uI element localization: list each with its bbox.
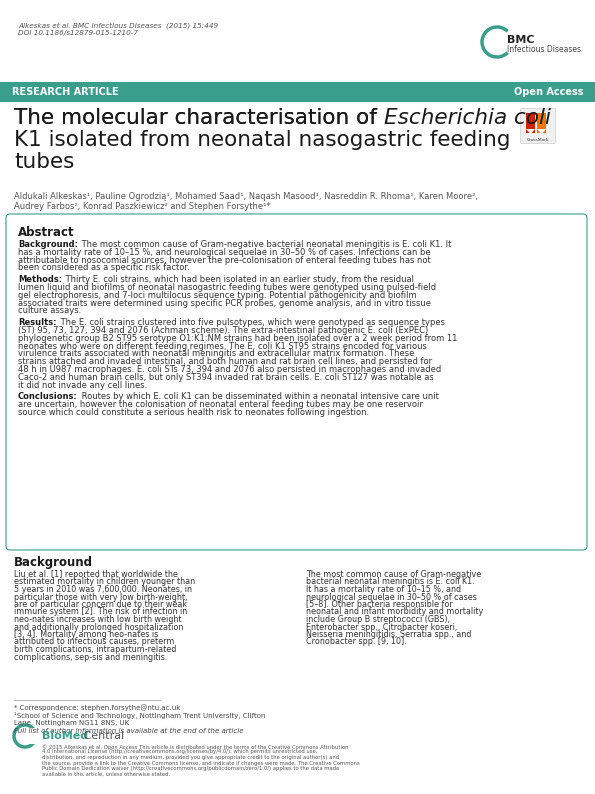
Text: neonatal and infant morbidity and mortality: neonatal and infant morbidity and mortal… bbox=[306, 607, 483, 616]
FancyBboxPatch shape bbox=[30, 728, 40, 744]
Text: The molecular characterisation of: The molecular characterisation of bbox=[14, 108, 384, 128]
FancyBboxPatch shape bbox=[0, 82, 595, 102]
Text: It has a mortality rate of 10–15 %, and: It has a mortality rate of 10–15 %, and bbox=[306, 585, 461, 594]
Text: strains attached and invaded intestinal, and both human and rat brain cell lines: strains attached and invaded intestinal,… bbox=[18, 357, 432, 366]
Text: Routes by which E. coli K1 can be disseminated within a neonatal intensive care : Routes by which E. coli K1 can be dissem… bbox=[79, 392, 439, 402]
Text: birth complications, intrapartum-related: birth complications, intrapartum-related bbox=[14, 645, 176, 654]
Text: lumen liquid and biofilms of neonatal nasogastric feeding tubes were genotyped u: lumen liquid and biofilms of neonatal na… bbox=[18, 283, 436, 292]
Polygon shape bbox=[537, 129, 546, 134]
Text: and additionally prolonged hospitalization: and additionally prolonged hospitalizati… bbox=[14, 622, 183, 631]
Text: it did not invade any cell lines.: it did not invade any cell lines. bbox=[18, 380, 147, 390]
Text: (ST) 95, 73, 127, 394 and 2076 (Achman scheme). The extra-intestinal pathogenic : (ST) 95, 73, 127, 394 and 2076 (Achman s… bbox=[18, 326, 428, 335]
Text: [5–8]. Other bacteria responsible for: [5–8]. Other bacteria responsible for bbox=[306, 600, 453, 609]
Text: neo-nates increases with low birth weight: neo-nates increases with low birth weigh… bbox=[14, 615, 181, 624]
Text: source which could constitute a serious health risk to neonates following ingest: source which could constitute a serious … bbox=[18, 408, 369, 417]
Text: Aldukali Alkeskas¹, Pauline Ogrodzią¹, Mohamed Saad¹, Naqash Masood¹, Nasreddin : Aldukali Alkeskas¹, Pauline Ogrodzią¹, M… bbox=[14, 192, 478, 201]
Text: are uncertain, however the colonisation of neonatal enteral feeding tubes may be: are uncertain, however the colonisation … bbox=[18, 400, 423, 409]
Text: are of particular concern due to their weak: are of particular concern due to their w… bbox=[14, 600, 187, 609]
Text: particular those with very low birth-weight,: particular those with very low birth-wei… bbox=[14, 592, 187, 602]
Text: Neisseria meningitidis, Serratia spp., and: Neisseria meningitidis, Serratia spp., a… bbox=[306, 630, 471, 639]
Text: Open Access: Open Access bbox=[513, 87, 583, 97]
Text: complications, sep-sis and meningitis.: complications, sep-sis and meningitis. bbox=[14, 653, 167, 661]
Text: 4.0 International License (http://creativecommons.org/licenses/by/4.0/), which p: 4.0 International License (http://creati… bbox=[42, 750, 317, 754]
Text: Abstract: Abstract bbox=[18, 226, 74, 239]
Text: Central: Central bbox=[80, 731, 124, 741]
Text: Methods:: Methods: bbox=[18, 276, 62, 284]
Text: bacterial neonatal meningitis is E. coli K1.: bacterial neonatal meningitis is E. coli… bbox=[306, 577, 475, 587]
Text: Thirty E. coli strains, which had been isolated in an earlier study, from the re: Thirty E. coli strains, which had been i… bbox=[63, 276, 414, 284]
Text: Public Domain Dedication waiver (http://creativecommons.org/publicdomain/zero/1.: Public Domain Dedication waiver (http://… bbox=[42, 766, 339, 771]
Text: culture assays.: culture assays. bbox=[18, 306, 82, 315]
Text: * Correspondence: stephen.forsythe@ntu.ac.uk: * Correspondence: stephen.forsythe@ntu.a… bbox=[14, 704, 180, 711]
Text: Infectious Diseases: Infectious Diseases bbox=[507, 45, 581, 54]
Text: K1 isolated from neonatal nasogastric feeding: K1 isolated from neonatal nasogastric fe… bbox=[14, 130, 511, 150]
Text: attributed to infectious causes, preterm: attributed to infectious causes, preterm bbox=[14, 638, 174, 646]
Text: include Group B streptococci (GBS),: include Group B streptococci (GBS), bbox=[306, 615, 450, 624]
Text: neonates who were on different feeding regimes. The E. coli K1 ST95 strains enco: neonates who were on different feeding r… bbox=[18, 341, 427, 351]
Text: neurological sequelae in 30–50 % of cases: neurological sequelae in 30–50 % of case… bbox=[306, 592, 477, 602]
Text: © 2015 Alkeskas et al. Open Access This article is distributed under the terms o: © 2015 Alkeskas et al. Open Access This … bbox=[42, 744, 349, 750]
Text: CrossMark: CrossMark bbox=[527, 138, 549, 142]
Text: The most common cause of Gram-negative bacterial neonatal meningitis is E. coli : The most common cause of Gram-negative b… bbox=[79, 240, 452, 249]
Text: Conclusions:: Conclusions: bbox=[18, 392, 78, 402]
Text: Liu et al. [1] reported that worldwide the: Liu et al. [1] reported that worldwide t… bbox=[14, 570, 178, 579]
Text: ¹School of Science and Technology, Nottingham Trent University, Clifton: ¹School of Science and Technology, Notti… bbox=[14, 712, 265, 719]
Text: The molecular characterisation of: The molecular characterisation of bbox=[14, 108, 384, 128]
Text: The E. coli strains clustered into five pulsotypes, which were genotyped as sequ: The E. coli strains clustered into five … bbox=[58, 318, 444, 327]
Text: has a mortality rate of 10–15 %, and neurological sequelae in 30–50 % of cases. : has a mortality rate of 10–15 %, and neu… bbox=[18, 248, 431, 256]
Text: Audrey Farbos², Konrad Paszkiewicz² and Stephen Forsythe¹*: Audrey Farbos², Konrad Paszkiewicz² and … bbox=[14, 202, 271, 211]
Text: associated traits were determined using specific PCR probes, genome analysis, an: associated traits were determined using … bbox=[18, 299, 431, 307]
Text: 48 h in U987 macrophages. E. coli STs 73, 394 and 2076 also persisted in macroph: 48 h in U987 macrophages. E. coli STs 73… bbox=[18, 365, 441, 374]
Text: tubes: tubes bbox=[14, 152, 74, 172]
Text: Cronobacter spp. [9, 10].: Cronobacter spp. [9, 10]. bbox=[306, 638, 407, 646]
Polygon shape bbox=[526, 129, 535, 134]
FancyBboxPatch shape bbox=[526, 113, 535, 133]
Text: phylogenetic group B2 ST95 serotype O1:K1:NM strains had been isolated over a 2 : phylogenetic group B2 ST95 serotype O1:K… bbox=[18, 333, 458, 343]
Text: Background:: Background: bbox=[18, 240, 78, 249]
Text: Lane, Nottingham NG11 8NS, UK: Lane, Nottingham NG11 8NS, UK bbox=[14, 720, 129, 726]
Text: the source, provide a link to the Creative Commons license, and indicate if chan: the source, provide a link to the Creati… bbox=[42, 761, 360, 765]
Text: [3, 4]. Mortality among neo-nates is: [3, 4]. Mortality among neo-nates is bbox=[14, 630, 158, 639]
FancyBboxPatch shape bbox=[521, 109, 556, 144]
Text: The most common cause of Gram-negative: The most common cause of Gram-negative bbox=[306, 570, 481, 579]
Text: available in this article, unless otherwise stated.: available in this article, unless otherw… bbox=[42, 772, 170, 777]
Text: BioMed: BioMed bbox=[42, 731, 88, 741]
Text: estimated mortality in children younger than: estimated mortality in children younger … bbox=[14, 577, 195, 587]
Text: Escherichia coli: Escherichia coli bbox=[384, 108, 551, 128]
Text: Caco-2 and human brain cells, but only ST394 invaded rat brain cells. E. coli ST: Caco-2 and human brain cells, but only S… bbox=[18, 373, 434, 382]
Text: gel electrophoresis, and 7-loci multilocus sequence typing. Potential pathogenic: gel electrophoresis, and 7-loci multiloc… bbox=[18, 291, 416, 300]
Text: Background: Background bbox=[14, 556, 93, 569]
Text: distribution, and reproduction in any medium, provided you give appropriate cred: distribution, and reproduction in any me… bbox=[42, 755, 339, 760]
Text: RESEARCH ARTICLE: RESEARCH ARTICLE bbox=[12, 87, 118, 97]
Text: Alkeskas et al. BMC Infectious Diseases  (2015) 15:449: Alkeskas et al. BMC Infectious Diseases … bbox=[18, 22, 218, 29]
Text: 5 years in 2010 was 7,600,000. Neonates, in: 5 years in 2010 was 7,600,000. Neonates,… bbox=[14, 585, 192, 594]
FancyBboxPatch shape bbox=[6, 214, 587, 550]
Text: immune system [2]. The risk of infection in: immune system [2]. The risk of infection… bbox=[14, 607, 187, 616]
Text: been considered as a specific risk factor.: been considered as a specific risk facto… bbox=[18, 264, 190, 272]
Text: attributable to nosocomial sources, however the pre-colonisation of enteral feed: attributable to nosocomial sources, howe… bbox=[18, 256, 431, 264]
Text: virulence traits associated with neonatal meningitis and extracellular matrix fo: virulence traits associated with neonata… bbox=[18, 349, 414, 358]
Text: Full list of author information is available at the end of the article: Full list of author information is avail… bbox=[14, 728, 243, 734]
Text: BMC: BMC bbox=[507, 35, 534, 45]
Text: Enterobacter spp., Citrobacter koseri,: Enterobacter spp., Citrobacter koseri, bbox=[306, 622, 457, 631]
FancyBboxPatch shape bbox=[537, 113, 546, 133]
Text: Results:: Results: bbox=[18, 318, 57, 327]
Text: DOI 10.1186/s12879-015-1210-7: DOI 10.1186/s12879-015-1210-7 bbox=[18, 30, 138, 36]
